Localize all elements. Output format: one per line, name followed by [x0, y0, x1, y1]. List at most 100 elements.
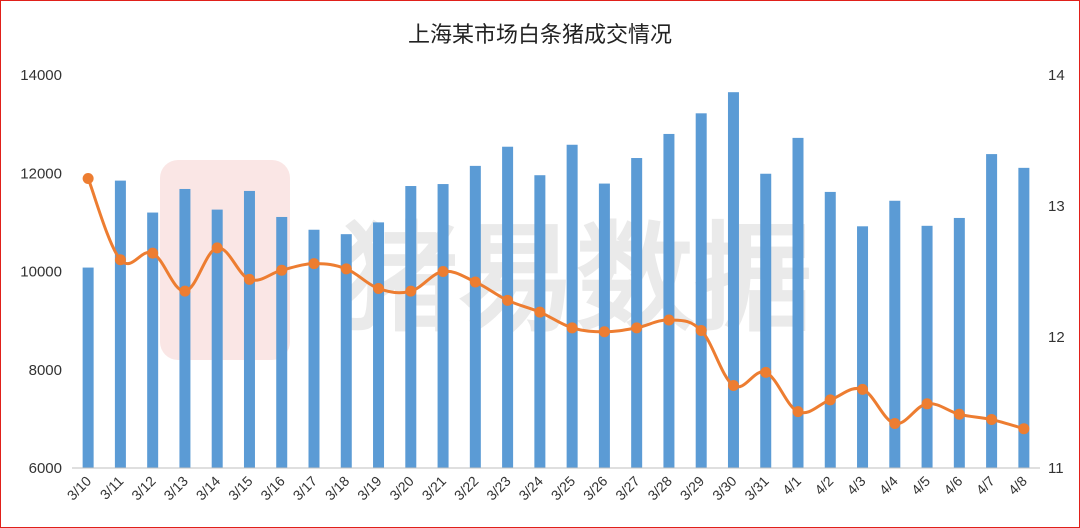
right-tick-label: 11 — [1048, 460, 1064, 477]
x-tick-label: 4/1 — [779, 473, 804, 498]
bar — [727, 92, 739, 468]
line-point — [631, 322, 643, 334]
line-point — [986, 414, 998, 426]
right-tick-label: 14 — [1048, 67, 1065, 84]
left-tick-label: 8000 — [29, 362, 62, 379]
bar — [308, 229, 320, 468]
line-point — [792, 406, 804, 418]
bar — [824, 191, 836, 469]
x-tick-label: 3/18 — [322, 473, 353, 504]
left-tick-label: 14000 — [20, 67, 62, 84]
bar — [760, 173, 772, 468]
x-tick-label: 4/3 — [844, 473, 869, 498]
bar — [147, 212, 159, 468]
x-tick-label: 4/7 — [973, 473, 998, 498]
watermark: 猪易数据 — [160, 160, 812, 360]
bar — [502, 146, 514, 468]
bar — [889, 200, 901, 468]
bar — [986, 154, 998, 468]
line-point — [566, 322, 578, 334]
line-point — [1018, 423, 1030, 435]
line-point — [243, 273, 255, 285]
line-point — [82, 172, 94, 184]
line-point — [502, 294, 514, 306]
bar — [437, 184, 449, 468]
line-point — [405, 285, 417, 297]
line-point — [760, 366, 772, 378]
x-tick-label: 3/12 — [128, 473, 159, 504]
x-tick-label: 3/30 — [709, 473, 740, 504]
x-tick-label: 3/19 — [354, 473, 385, 504]
bar — [663, 133, 675, 468]
line-point — [179, 285, 191, 297]
x-tick-label: 3/15 — [225, 473, 256, 504]
x-tick-label: 3/22 — [451, 473, 482, 504]
line-point — [921, 398, 933, 410]
line-point — [276, 264, 288, 276]
line-point — [147, 247, 159, 259]
bar — [243, 190, 255, 468]
x-tick-label: 4/2 — [811, 473, 836, 498]
bar — [211, 209, 223, 469]
line-point — [598, 326, 610, 338]
bar — [82, 267, 94, 468]
bar — [405, 186, 417, 468]
line-series — [82, 172, 1030, 435]
x-tick-label: 3/20 — [386, 473, 417, 504]
bar — [695, 113, 707, 468]
line-point — [695, 324, 707, 336]
line-point — [824, 394, 836, 406]
x-tick-label: 3/24 — [515, 473, 546, 504]
x-tick-label: 4/8 — [1005, 473, 1030, 498]
x-tick-label: 3/26 — [580, 473, 611, 504]
left-tick-label: 10000 — [20, 264, 62, 281]
line-point — [857, 383, 869, 395]
watermark-logo — [160, 160, 290, 360]
bar — [598, 183, 610, 468]
bar-series — [82, 92, 1030, 469]
x-tick-label: 4/6 — [940, 473, 965, 498]
x-tick-label: 3/17 — [290, 473, 321, 504]
bar — [857, 226, 869, 468]
right-tick-label: 12 — [1048, 329, 1065, 346]
line-point — [211, 242, 223, 254]
bar — [534, 175, 546, 468]
x-tick-label: 3/25 — [548, 473, 579, 504]
x-tick-label: 4/4 — [876, 473, 901, 498]
line-point — [308, 258, 320, 270]
line-point — [437, 266, 449, 277]
right-axis: 11 12 13 14 — [1048, 67, 1065, 477]
x-tick-label: 3/21 — [419, 473, 450, 504]
bar — [340, 234, 352, 468]
right-tick-label: 13 — [1048, 198, 1065, 215]
bar — [631, 158, 643, 469]
line-point — [953, 408, 965, 420]
x-tick-label: 3/16 — [257, 473, 288, 504]
bar — [953, 217, 965, 468]
bar — [1018, 167, 1030, 468]
line-point — [469, 276, 481, 288]
x-tick-label: 3/13 — [160, 473, 191, 504]
left-tick-label: 12000 — [20, 165, 62, 182]
bar — [114, 180, 126, 468]
bar — [792, 137, 804, 468]
left-axis: 6000 8000 10000 12000 14000 — [20, 67, 62, 477]
bar — [276, 216, 288, 468]
x-tick-label: 3/23 — [483, 473, 514, 504]
line-point — [534, 306, 546, 318]
x-tick-label: 3/10 — [64, 473, 95, 504]
x-tick-label: 3/11 — [97, 473, 127, 503]
bar — [566, 144, 578, 468]
line-point — [114, 254, 126, 266]
bar — [373, 222, 385, 468]
x-tick-label: 4/5 — [908, 473, 933, 498]
line-point — [373, 283, 385, 295]
bar — [469, 165, 481, 468]
chart-title: 上海某市场白条猪成交情况 — [408, 23, 672, 48]
x-axis: 3/10 3/11 3/12 3/13 3/14 3/15 3/16 3/17 3/18 3/19… — [64, 473, 1030, 504]
bar — [921, 225, 933, 468]
line-point — [663, 314, 675, 326]
x-tick-label: 3/28 — [644, 473, 675, 504]
x-tick-label: 3/31 — [741, 473, 772, 504]
